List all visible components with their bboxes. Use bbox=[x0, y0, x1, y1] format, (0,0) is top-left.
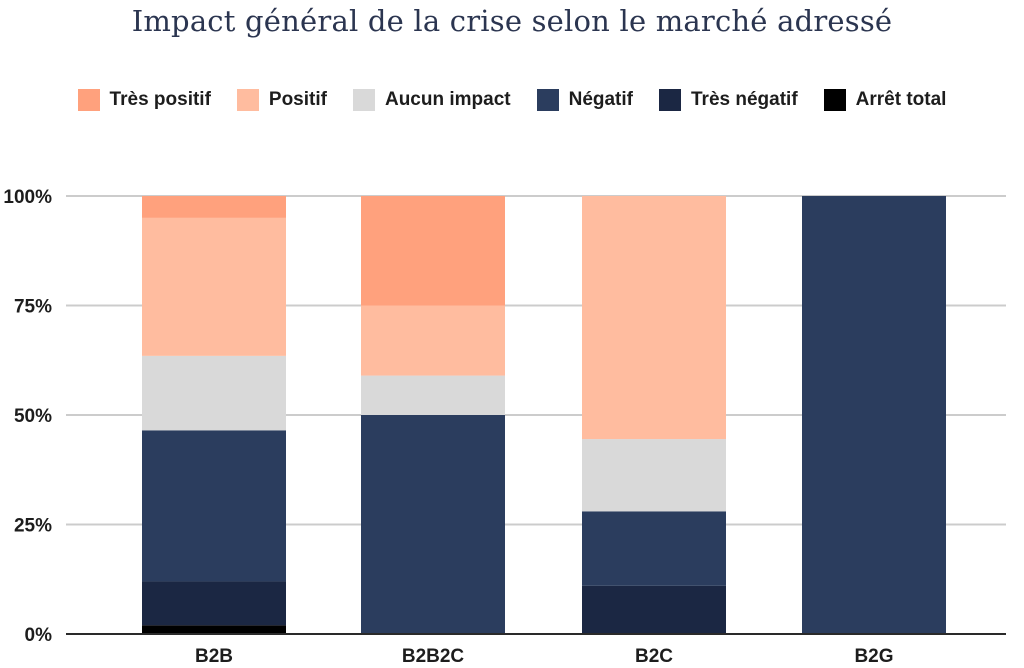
bar-segment bbox=[802, 196, 946, 634]
legend-label: Négatif bbox=[568, 89, 633, 110]
bar-segment bbox=[582, 585, 726, 634]
bar-segment bbox=[361, 196, 505, 306]
y-tick-label: 25% bbox=[14, 516, 52, 537]
bar-segment bbox=[361, 375, 505, 415]
x-tick-label: B2B bbox=[195, 646, 233, 667]
legend-swatch bbox=[823, 89, 846, 111]
chart-title: Impact général de la crise selon le marc… bbox=[131, 4, 893, 38]
bar-segment bbox=[142, 196, 286, 218]
bar-segment bbox=[142, 625, 286, 634]
legend-label: Très positif bbox=[109, 89, 211, 110]
bar-segment bbox=[361, 305, 505, 376]
y-tick-label: 75% bbox=[14, 297, 52, 318]
legend-swatch bbox=[236, 89, 259, 111]
bar-segment bbox=[582, 196, 726, 440]
legend-label: Positif bbox=[268, 89, 327, 110]
legend-swatch bbox=[77, 89, 100, 111]
x-tick-label: B2C bbox=[635, 646, 673, 667]
x-tick-label: B2G bbox=[854, 646, 893, 667]
legend-label: Aucun impact bbox=[384, 89, 511, 110]
bar-segment bbox=[142, 355, 286, 431]
bar-segment bbox=[582, 439, 726, 512]
legend-item: Très positif bbox=[77, 89, 211, 111]
y-tick-label: 50% bbox=[14, 406, 52, 427]
bar-segment bbox=[582, 511, 726, 586]
legend-swatch bbox=[536, 89, 559, 111]
bar-segment bbox=[361, 415, 505, 634]
legend-item: Très négatif bbox=[659, 89, 798, 111]
bar-segment bbox=[142, 430, 286, 582]
y-tick-label: 100% bbox=[3, 187, 52, 208]
legend-item: Aucun impact bbox=[352, 89, 511, 111]
bar-segment bbox=[142, 217, 286, 356]
x-tick-label: B2B2C bbox=[402, 646, 465, 667]
y-tick-label: 0% bbox=[25, 625, 53, 646]
legend-item: Positif bbox=[236, 89, 327, 111]
bar-segment bbox=[142, 581, 286, 626]
legend-label: Arrêt total bbox=[855, 89, 947, 110]
chart-legend: Très positif Positif Aucun impact Négatif Tr… bbox=[0, 86, 1024, 114]
legend-swatch bbox=[352, 89, 375, 111]
legend-swatch bbox=[659, 89, 681, 111]
legend-item: Arrêt total bbox=[823, 89, 947, 111]
legend-label: Très négatif bbox=[691, 89, 798, 110]
legend-item: Négatif bbox=[536, 89, 633, 111]
